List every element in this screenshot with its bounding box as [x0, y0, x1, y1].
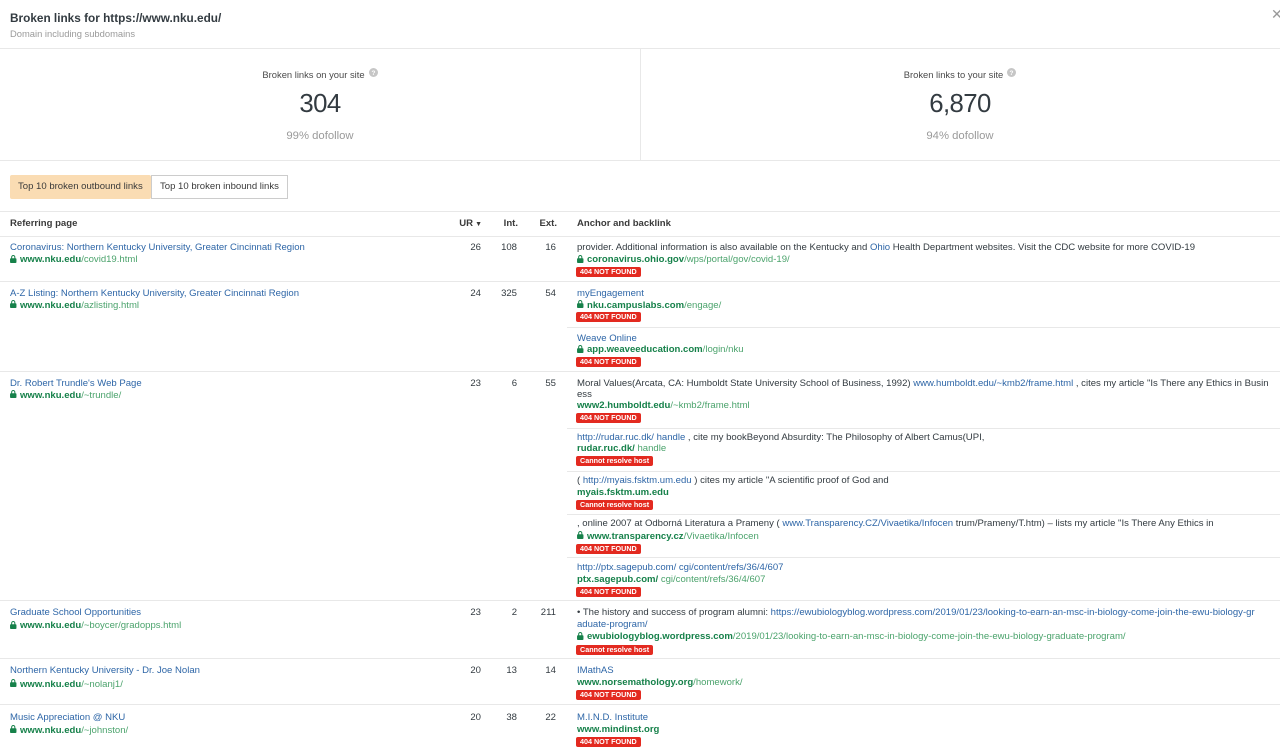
svg-text:?: ?	[371, 70, 375, 77]
svg-text:?: ?	[1010, 70, 1014, 77]
